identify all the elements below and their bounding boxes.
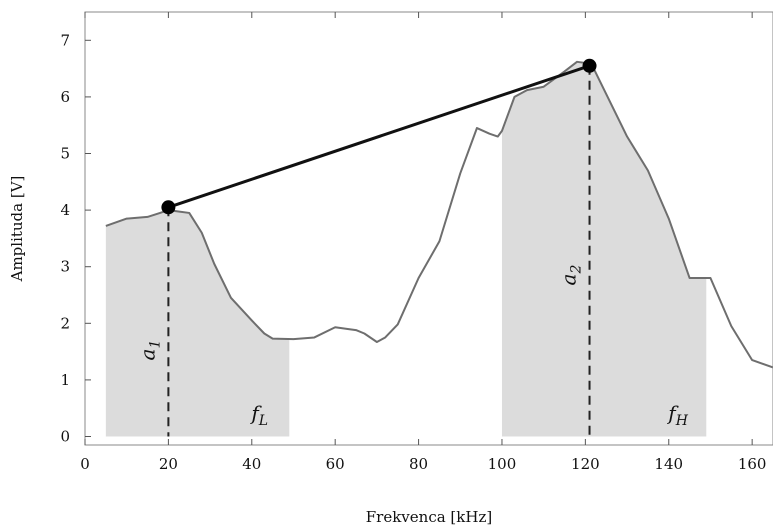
- shaded-band-1: [105, 210, 290, 437]
- x-axis-ticks: 0 20 40 60 80 100 120 140 160: [80, 12, 766, 473]
- series-layer: [105, 60, 773, 369]
- x-tick-label: 160: [738, 455, 767, 473]
- x-axis-title: Frekvenca [kHz]: [366, 508, 492, 526]
- x-tick-label: 140: [654, 455, 683, 473]
- shaded-bands: [105, 61, 707, 437]
- x-tick-label: 100: [488, 455, 517, 473]
- marker-point-2: [582, 58, 597, 73]
- y-tick-label: 7: [60, 31, 70, 49]
- y-tick-label: 4: [60, 201, 70, 219]
- marker-droplines: [167, 65, 591, 437]
- y-axis-title: Amplituda [V]: [8, 176, 26, 283]
- x-tick-label: 40: [242, 455, 261, 473]
- x-tick-label: 0: [80, 455, 90, 473]
- x-tick-label: 60: [326, 455, 345, 473]
- marker-label-1: a1: [135, 340, 163, 361]
- y-tick-label: 0: [60, 428, 70, 446]
- marker-point-1: [161, 200, 176, 215]
- connector-line: [167, 64, 591, 209]
- markers-layer: [161, 58, 597, 215]
- y-tick-label: 3: [60, 258, 70, 276]
- y-tick-label: 1: [60, 371, 70, 389]
- y-tick-label: 2: [60, 314, 70, 332]
- y-axis-ticks: 0 1 2 3 4 5 6 7: [60, 31, 91, 446]
- plot-frame: [84, 11, 773, 446]
- x-tick-label: 20: [159, 455, 178, 473]
- marker-label-2: a2: [557, 264, 585, 285]
- shaded-band-2: [501, 61, 707, 437]
- y-tick-label: 5: [60, 145, 70, 163]
- band-label-2: fH: [666, 401, 688, 429]
- x-tick-label: 120: [571, 455, 600, 473]
- x-tick-label: 80: [409, 455, 428, 473]
- series-line: [105, 60, 773, 369]
- y-tick-label: 6: [60, 88, 70, 106]
- connector-layer: [167, 64, 591, 209]
